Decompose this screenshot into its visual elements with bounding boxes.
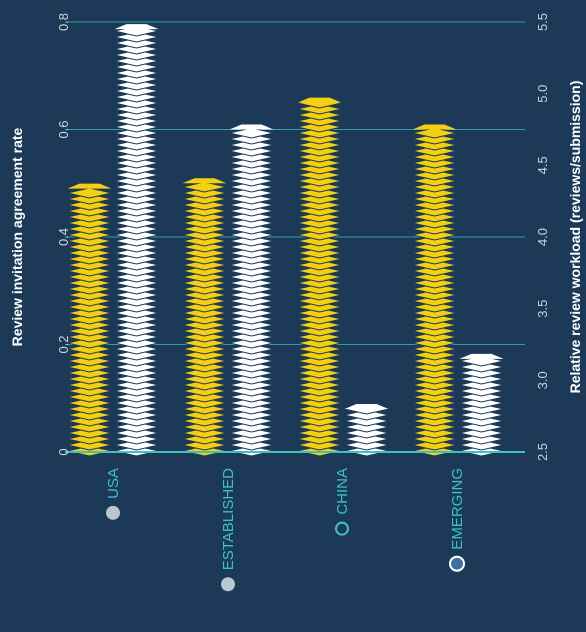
right-axis-ticks: 2.5 3.0 3.5 4.0 4.5 5.0 5.5 <box>535 13 550 461</box>
bars <box>67 24 504 457</box>
bar-review-workload <box>344 403 389 457</box>
bar-review-workload <box>459 353 504 457</box>
right-axis-title: Relative review workload (reviews/submis… <box>567 81 583 394</box>
left-tick-label: 0.4 <box>56 228 71 246</box>
bar-review-workload <box>114 24 159 457</box>
right-tick-label: 2.5 <box>535 443 550 461</box>
category-label: ESTABLISHED <box>220 468 237 570</box>
category-marker <box>335 521 349 536</box>
right-tick-label: 5.5 <box>535 13 550 31</box>
left-axis-ticks: 0 0.2 0.4 0.6 0.8 <box>56 13 71 456</box>
category-marker <box>106 505 120 520</box>
left-tick-label: 0.6 <box>56 120 71 138</box>
left-tick-label: 0.8 <box>56 13 71 31</box>
right-tick-label: 4.5 <box>535 156 550 174</box>
bar-agreement-rate <box>67 183 112 457</box>
bar-review-workload <box>229 124 274 457</box>
right-tick-label: 5.0 <box>535 85 550 103</box>
right-tick-label: 3.0 <box>535 371 550 389</box>
bar-agreement-rate <box>182 178 227 457</box>
category-marker <box>449 555 465 572</box>
right-tick-label: 4.0 <box>535 228 550 246</box>
category-label: EMERGING <box>449 468 466 550</box>
left-axis-title: Review invitation agreement rate <box>9 127 25 346</box>
category-marker <box>221 577 235 592</box>
category-label: CHINA <box>334 468 351 515</box>
left-tick-label: 0 <box>56 448 71 455</box>
right-tick-label: 3.5 <box>535 300 550 318</box>
bar-agreement-rate <box>297 97 342 457</box>
left-tick-label: 0.2 <box>56 335 71 353</box>
category-label: USA <box>105 468 122 499</box>
category-labels: USA ESTABLISHED CHINA EMERGING <box>105 468 466 592</box>
bar-agreement-rate <box>412 124 457 457</box>
